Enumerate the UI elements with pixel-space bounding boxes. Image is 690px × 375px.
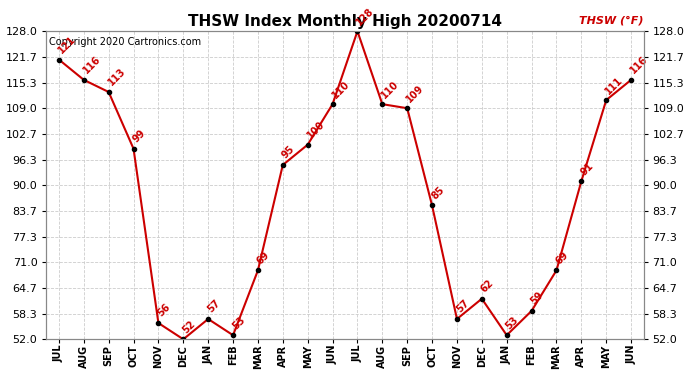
Text: 59: 59 xyxy=(529,290,545,307)
Text: 57: 57 xyxy=(206,298,222,315)
Text: 116: 116 xyxy=(81,54,102,76)
Text: 57: 57 xyxy=(454,298,471,315)
Text: 116: 116 xyxy=(629,54,650,76)
Text: 110: 110 xyxy=(330,79,351,100)
Text: 91: 91 xyxy=(579,160,595,177)
Text: THSW (°F): THSW (°F) xyxy=(579,15,644,25)
Text: 111: 111 xyxy=(604,75,625,96)
Text: 53: 53 xyxy=(230,314,247,331)
Text: 113: 113 xyxy=(106,66,127,88)
Text: 95: 95 xyxy=(280,144,297,161)
Text: 110: 110 xyxy=(380,79,401,100)
Text: 56: 56 xyxy=(156,302,172,319)
Text: 128: 128 xyxy=(355,6,376,27)
Title: THSW Index Monthly High 20200714: THSW Index Monthly High 20200714 xyxy=(188,13,502,28)
Text: 53: 53 xyxy=(504,314,520,331)
Text: 100: 100 xyxy=(305,119,326,141)
Text: 99: 99 xyxy=(131,128,148,145)
Text: 69: 69 xyxy=(255,250,272,266)
Text: 62: 62 xyxy=(479,278,495,295)
Text: 85: 85 xyxy=(429,184,446,201)
Text: 121: 121 xyxy=(56,34,77,56)
Text: 69: 69 xyxy=(553,250,571,266)
Text: 52: 52 xyxy=(181,318,197,335)
Text: Copyright 2020 Cartronics.com: Copyright 2020 Cartronics.com xyxy=(50,38,201,47)
Text: 109: 109 xyxy=(404,82,426,104)
